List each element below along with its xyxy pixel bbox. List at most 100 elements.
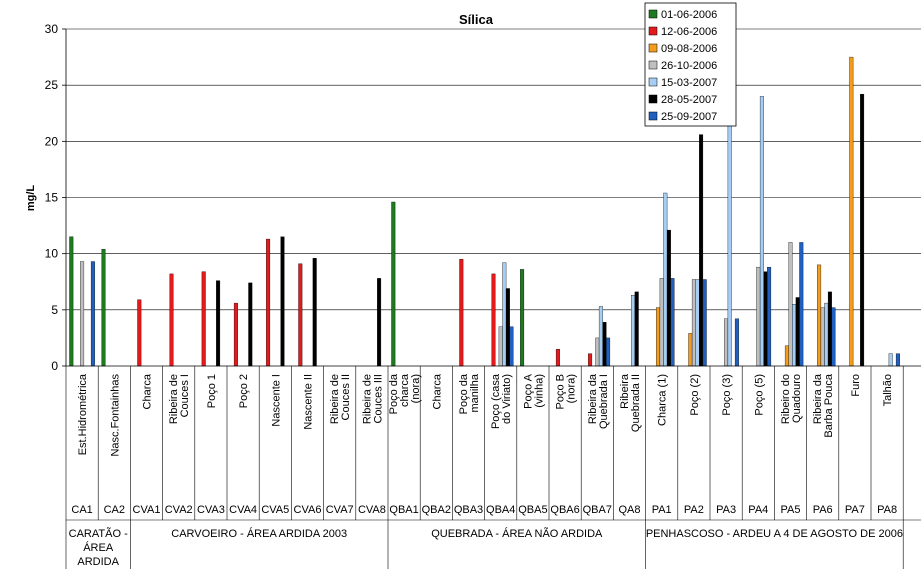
bar-pa2-09-08-2006 <box>688 333 693 367</box>
bar-qba3-12-06-2006 <box>459 259 464 367</box>
bar-pa4-15-03-2007 <box>759 96 764 367</box>
bar-qba4-12-06-2006 <box>491 273 496 367</box>
bar-qba7-25-09-2007 <box>606 337 611 367</box>
site-code: CVA6 <box>294 504 322 516</box>
bar-cva2-12-06-2006 <box>169 273 174 367</box>
site-label: Ribeiro doQuadouro <box>780 374 803 424</box>
y-tick-label: 10 <box>45 247 59 261</box>
site-label: Ribeira deCouces III <box>361 374 384 424</box>
bar-cva5-28-05-2007 <box>280 236 285 367</box>
bar-qba1-01-06-2006 <box>391 201 396 367</box>
legend-label: 15-03-2007 <box>661 77 717 89</box>
bar-pa3-15-03-2007 <box>727 93 732 367</box>
bar-pa3-26-10-2006 <box>724 318 729 367</box>
site-label: Furo <box>850 374 862 397</box>
site-code: CVA3 <box>197 504 225 516</box>
bar-pa1-09-08-2006 <box>656 307 661 367</box>
site-label: Ribeira deCouces II <box>329 374 352 424</box>
site-code: CVA5 <box>261 504 289 516</box>
bar-pa5-15-03-2007 <box>792 304 797 367</box>
bar-qba4-25-09-2007 <box>509 326 514 367</box>
bar-qba7-12-06-2006 <box>588 353 593 367</box>
bar-pa6-25-09-2007 <box>831 307 836 367</box>
site-label: Charca <box>431 373 443 409</box>
legend-label: 12-06-2006 <box>661 26 717 38</box>
group-label: PENHASCOSO - ARDEU A 4 DE AGOSTO DE 2006 <box>646 528 903 540</box>
site-label: Charca <box>142 373 154 409</box>
site-label: Poço (5) <box>753 374 765 416</box>
y-tick-label: 5 <box>51 303 58 317</box>
site-label: RibeiraQuebrada II <box>619 373 642 432</box>
site-code: PA3 <box>716 504 736 516</box>
bar-pa1-28-05-2007 <box>666 229 671 367</box>
bar-pa4-26-10-2006 <box>756 266 761 367</box>
bar-qba7-28-05-2007 <box>602 322 607 367</box>
bar-qa8-15-03-2007 <box>631 295 636 367</box>
bar-pa5-09-08-2006 <box>784 345 789 367</box>
site-label: Poço (casado Viriato) <box>490 373 513 429</box>
legend: 01-06-2006 12-06-2006 09-08-2006 26-10-2006… <box>644 2 737 127</box>
legend-label: 01-06-2006 <box>661 9 717 21</box>
bar-qba4-26-10-2006 <box>498 326 503 367</box>
x-axis-labels: Est.Hidrométrica CA1 Nasc.Fontainhas CA2 Cha… <box>65 366 921 569</box>
site-code: QA8 <box>618 504 640 516</box>
bar-cva5-12-06-2006 <box>266 238 271 367</box>
legend-swatch <box>648 60 658 70</box>
bar-ca1-26-10-2006 <box>80 261 85 367</box>
bar-pa8-15-03-2007 <box>888 353 893 367</box>
y-tick-label: 20 <box>45 134 59 148</box>
site-code: PA6 <box>813 504 833 516</box>
site-code: QBA7 <box>583 504 612 516</box>
legend-label: 25-09-2007 <box>661 111 717 123</box>
bar-qba6-12-06-2006 <box>555 348 560 367</box>
bar-pa5-26-10-2006 <box>788 242 793 367</box>
bar-pa7-09-08-2006 <box>849 56 854 367</box>
site-code: CVA8 <box>358 504 386 516</box>
legend-swatch <box>648 94 658 104</box>
site-label: Poço (3) <box>721 374 733 416</box>
bar-pa1-26-10-2006 <box>659 278 664 367</box>
site-code: QBA3 <box>454 504 483 516</box>
y-tick-label: 15 <box>45 191 59 205</box>
bar-pa2-26-10-2006 <box>691 279 696 367</box>
y-axis-label: mg/L <box>25 185 37 212</box>
site-code: CVA2 <box>165 504 193 516</box>
bar-pa6-15-03-2007 <box>824 302 829 367</box>
y-tick-label: 30 <box>45 22 59 36</box>
site-code: PA4 <box>748 504 768 516</box>
y-tick-label: 0 <box>51 359 58 373</box>
legend-swatch <box>648 77 658 87</box>
bar-ca1-01-06-2006 <box>69 236 74 367</box>
bar-pa5-25-09-2007 <box>799 242 804 367</box>
bar-cva6-28-05-2007 <box>312 257 317 367</box>
bar-qba7-15-03-2007 <box>598 306 603 367</box>
bar-ca1-25-09-2007 <box>90 261 95 367</box>
chart-title: Sílica <box>459 12 494 27</box>
legend-label: 28-05-2007 <box>661 94 717 106</box>
site-label: Ribeira daBarba Pouca <box>812 373 835 437</box>
bar-pa6-28-05-2007 <box>827 291 832 367</box>
bar-qba7-26-10-2006 <box>595 337 600 367</box>
bar-qba4-28-05-2007 <box>505 288 510 367</box>
site-code: PA8 <box>877 504 897 516</box>
bar-pa4-25-09-2007 <box>767 266 772 367</box>
legend-swatch <box>648 9 658 19</box>
site-label: Nasc.Fontainhas <box>109 374 121 457</box>
bar-cva3-12-06-2006 <box>201 271 206 367</box>
site-code: QBA2 <box>422 504 451 516</box>
bar-pa3-25-09-2007 <box>734 318 739 367</box>
site-label: Ribeira deCouces I <box>168 374 191 424</box>
site-label: Poço 2 <box>238 374 250 408</box>
site-label: Poço damanilha <box>458 373 481 414</box>
site-label: Est.Hidrométrica <box>77 373 89 455</box>
bar-pa1-15-03-2007 <box>663 192 668 367</box>
grid-lines <box>66 28 921 311</box>
bar-qba5-01-06-2006 <box>520 269 525 367</box>
bar-cva3-28-05-2007 <box>216 280 221 367</box>
bars-layer <box>69 56 900 367</box>
site-label: Poço (2) <box>689 374 701 416</box>
site-label: Poço 1 <box>206 374 218 408</box>
bar-pa6-09-08-2006 <box>817 264 822 367</box>
